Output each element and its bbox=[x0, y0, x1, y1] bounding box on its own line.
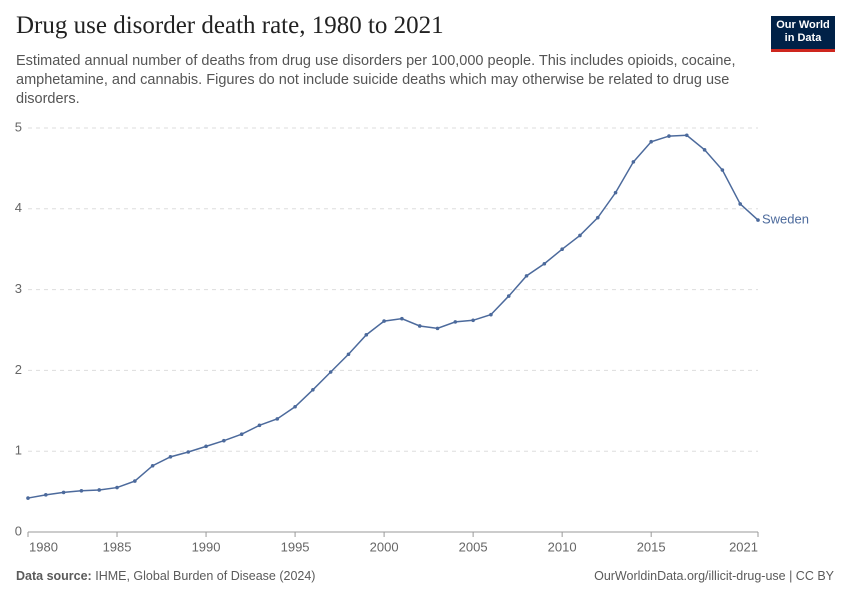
data-point bbox=[222, 438, 226, 443]
logo[interactable]: Our World in Data bbox=[771, 16, 835, 52]
data-point bbox=[133, 479, 137, 483]
data-point bbox=[720, 168, 725, 172]
data-point bbox=[364, 333, 369, 337]
y-tick-label: 4 bbox=[15, 200, 22, 215]
data-point bbox=[400, 316, 404, 321]
data-point bbox=[613, 190, 618, 195]
x-tick-label: 2010 bbox=[548, 539, 577, 554]
data-point bbox=[79, 488, 84, 493]
x-tick-label: 2005 bbox=[459, 539, 488, 554]
data-point bbox=[168, 455, 173, 459]
data-point bbox=[293, 404, 297, 409]
data-point bbox=[595, 215, 600, 220]
data-point bbox=[328, 370, 333, 374]
y-tick-label: 5 bbox=[15, 119, 22, 134]
data-point bbox=[524, 274, 529, 278]
data-point bbox=[186, 450, 191, 454]
data-point bbox=[489, 312, 493, 317]
data-point bbox=[417, 324, 422, 328]
x-tick-label: 2021 bbox=[729, 539, 758, 554]
x-tick-label: 1985 bbox=[103, 539, 132, 554]
data-point bbox=[578, 233, 582, 238]
data-point bbox=[61, 490, 66, 495]
url[interactable]: OurWorldinData.org/illicit-drug-use | CC… bbox=[594, 569, 834, 583]
x-tick-label: 2015 bbox=[637, 539, 666, 554]
x-tick-label: 2000 bbox=[370, 539, 399, 554]
series-label: Sweden bbox=[762, 212, 809, 227]
data-point bbox=[382, 319, 386, 323]
logo-line: Our World bbox=[776, 19, 830, 31]
series-line bbox=[27, 134, 759, 499]
data-point bbox=[702, 148, 707, 152]
data-point bbox=[542, 261, 547, 266]
data-point bbox=[346, 352, 351, 357]
data-point bbox=[257, 423, 262, 428]
data-point bbox=[311, 387, 315, 392]
data-point bbox=[44, 493, 48, 497]
source-text: IHME, Global Burden of Disease (2024) bbox=[95, 569, 316, 583]
data-point bbox=[560, 247, 564, 251]
data-point bbox=[631, 160, 636, 164]
y-tick-label: 0 bbox=[15, 523, 22, 538]
data-point bbox=[471, 318, 475, 323]
data-point bbox=[239, 432, 244, 437]
source: Data source: IHME, Global Burden of Dise… bbox=[16, 569, 315, 583]
x-tick-label: 1980 bbox=[29, 539, 58, 554]
y-tick-label: 2 bbox=[15, 362, 22, 377]
x-tick-label: 1995 bbox=[281, 539, 310, 554]
data-point bbox=[275, 417, 280, 421]
data-point bbox=[26, 496, 30, 500]
data-point bbox=[649, 139, 653, 144]
logo-line: in Data bbox=[784, 32, 822, 44]
data-point bbox=[506, 294, 511, 298]
y-tick-label: 3 bbox=[15, 281, 22, 296]
data-point bbox=[204, 444, 208, 449]
data-point bbox=[97, 488, 102, 492]
data-point bbox=[150, 463, 155, 468]
data-point bbox=[115, 485, 119, 490]
data-point bbox=[435, 326, 440, 331]
y-tick-label: 1 bbox=[15, 443, 22, 458]
data-point bbox=[756, 218, 760, 222]
source-label: Data source: bbox=[16, 569, 92, 583]
data-point bbox=[453, 320, 458, 324]
data-point bbox=[738, 202, 742, 206]
chart-title: Drug use disorder death rate, 1980 to 20… bbox=[16, 12, 444, 39]
data-point bbox=[667, 134, 671, 138]
data-point bbox=[684, 133, 689, 138]
chart-subtitle: Estimated annual number of deaths from d… bbox=[16, 53, 736, 107]
x-tick-label: 1990 bbox=[192, 539, 221, 554]
